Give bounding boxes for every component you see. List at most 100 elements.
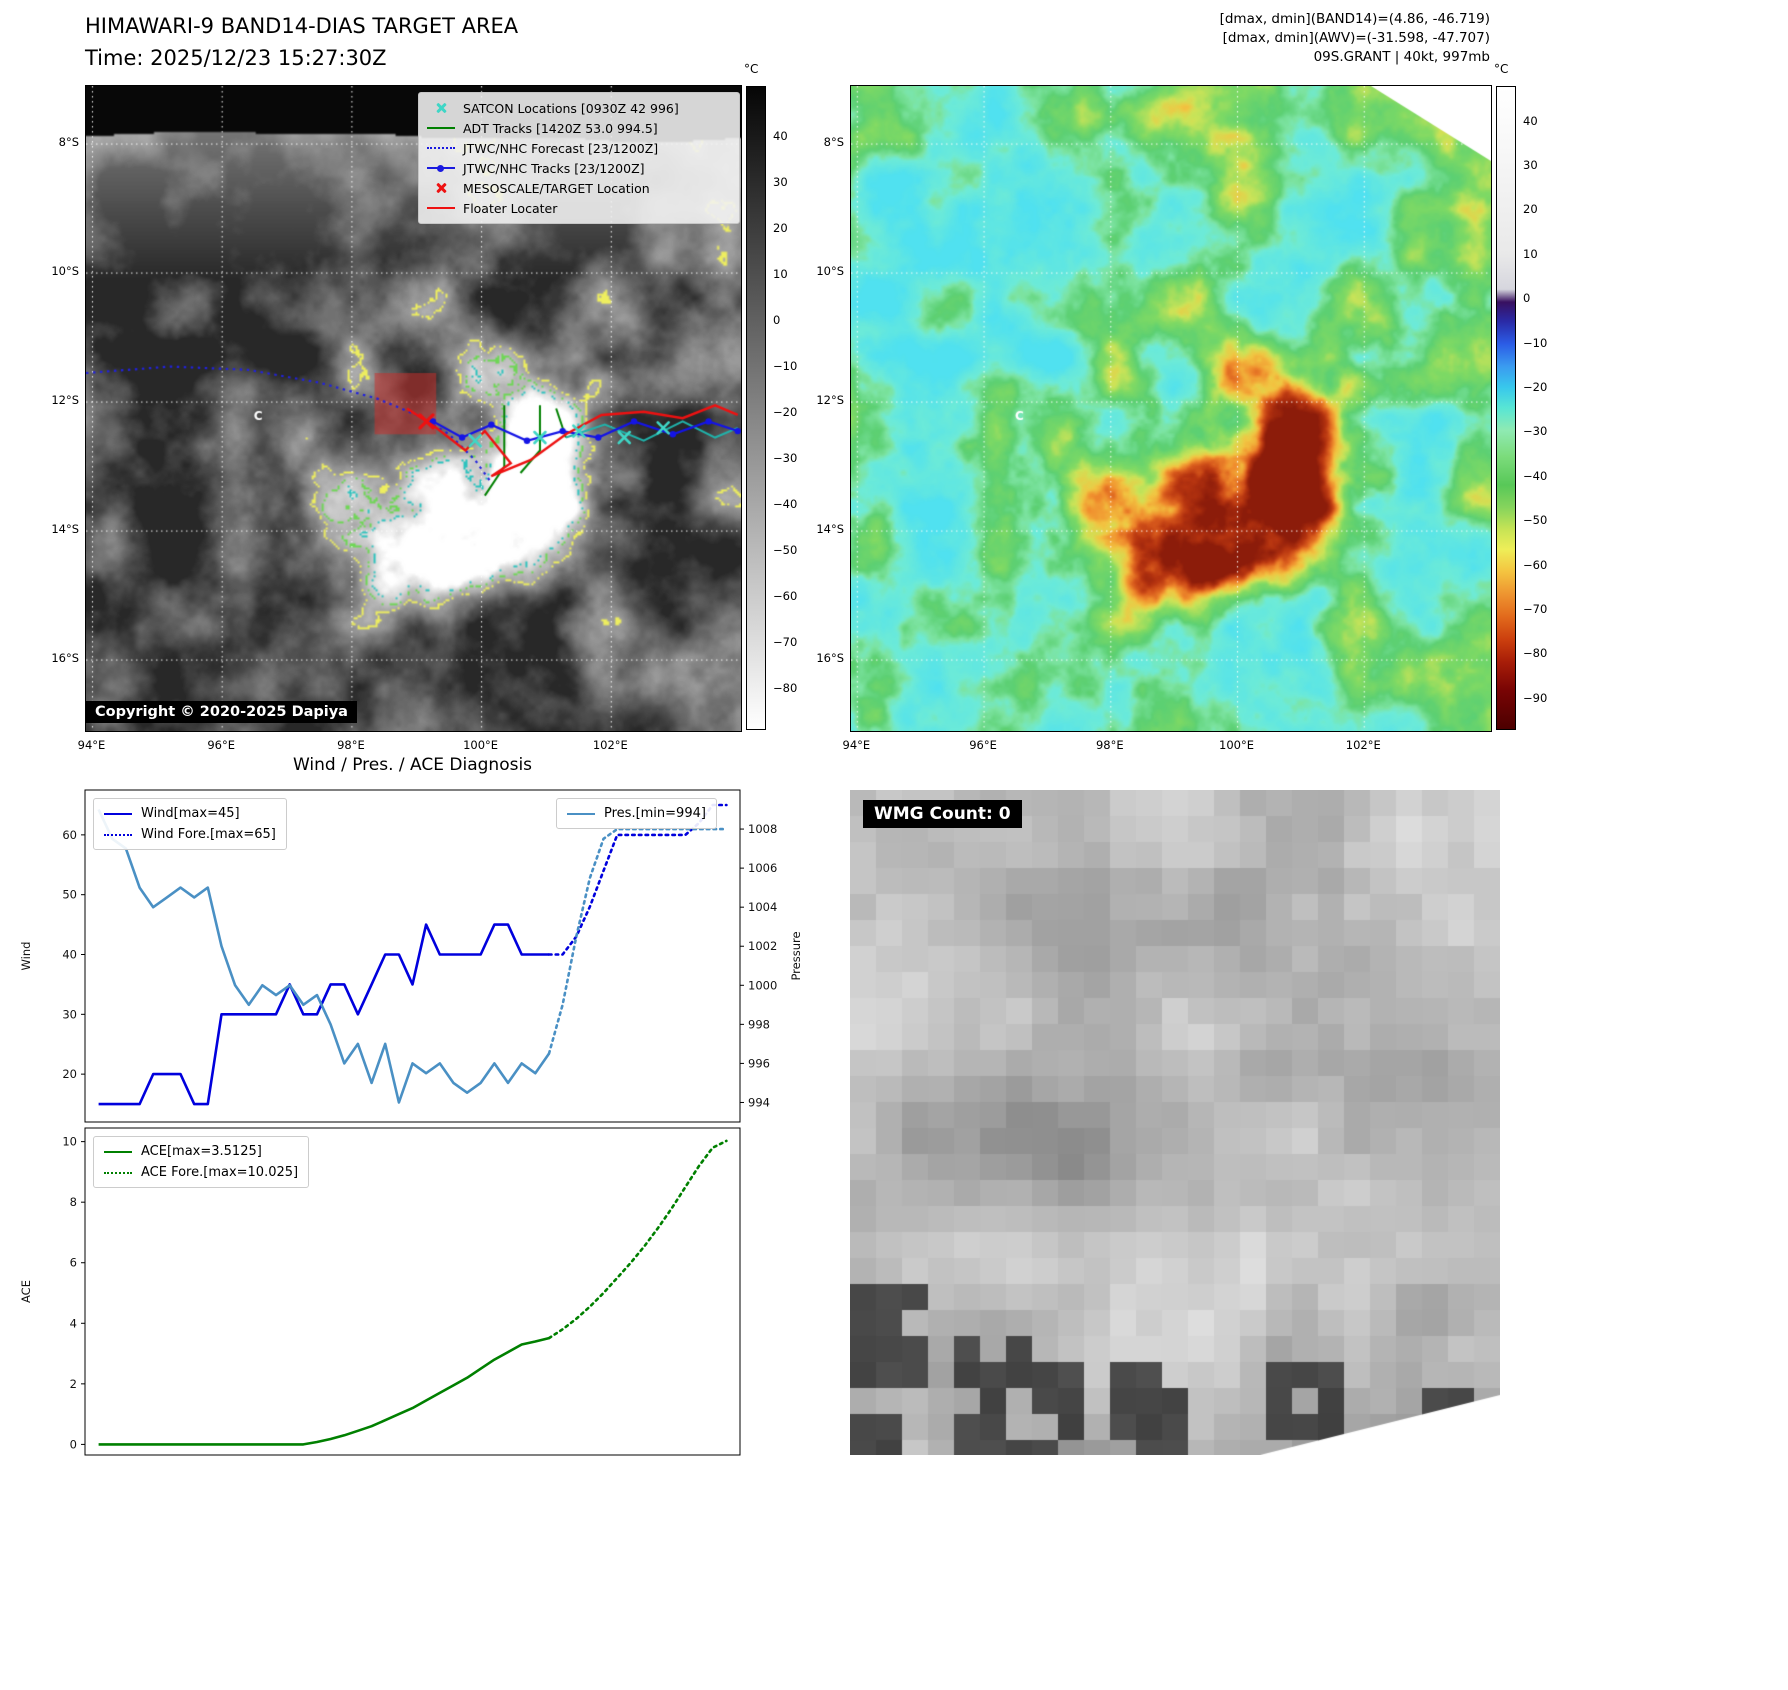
colorbar-tick-label: −70 [1523,602,1548,617]
colorbar-tick-label: 10 [773,266,788,281]
pressure-legend: Pres.[min=994] [556,798,717,829]
band14-colorbar-ticks: 40 30 20 10 0 −10 −20 −30 −40 −50 −60 −70 −80 [773,0,819,1690]
colorbar-tick-label: 20 [773,220,788,235]
colorbar-tick-label: 0 [1523,291,1531,306]
chart-legend-label: Pres.[min=994] [604,806,706,821]
legend-line-sample [104,1150,132,1153]
chart-legend-label: Wind[max=45] [141,806,240,821]
diagnosis-charts: 2030405060Wind99499699810001002100410061… [19,789,803,1456]
info-line-awv: [dmax, dmin](AWV)=(-31.598, -47.707) [1222,30,1490,46]
lon-tick-label: 94°E [842,738,871,752]
colorbar-tick-label: −10 [1523,335,1548,350]
lon-tick-label: 100°E [463,738,499,752]
diagnosis-title: Wind / Pres. / ACE Diagnosis [292,755,533,775]
band14-colorbar-unit: °C [744,62,759,76]
band14-subtitle: Time: 2025/12/23 15:27:30Z [85,46,387,70]
floater-line-icon [427,201,455,215]
jtwc-track-line-icon [427,161,455,175]
colorbar-tick-label: −50 [773,542,798,557]
svg-text:2: 2 [70,1377,77,1391]
info-line-storm: 09S.GRANT | 40kt, 997mb [1313,49,1490,65]
svg-text:20: 20 [62,1067,77,1081]
chart-legend-label: ACE[max=3.5125] [141,1144,262,1159]
svg-text:8: 8 [70,1195,77,1209]
chart-legend-item: Wind Fore.[max=65] [104,824,276,845]
chart-legend-item: ACE[max=3.5125] [104,1141,298,1162]
svg-text:1008: 1008 [748,822,777,836]
info-line-band14: [dmax, dmin](BAND14)=(4.86, -46.719) [1219,11,1490,27]
band14-map-legend: SATCON Locations [0930Z 42 996] ADT Track… [418,92,740,224]
svg-text:1006: 1006 [748,861,777,875]
map-legend-label: JTWC/NHC Forecast [23/1200Z] [463,140,659,156]
colorbar-tick-label: −20 [773,404,798,419]
lat-tick-label: 10°S [51,264,79,279]
wmg-count-label: WMG Count: 0 [863,800,1022,828]
colorbar-tick-label: 10 [1523,246,1538,261]
colorbar-tick-label: −70 [773,634,798,649]
lat-tick-label: 8°S [58,135,79,150]
map-legend-item: SATCON Locations [0930Z 42 996] [427,98,731,118]
adt-line-icon [427,121,455,135]
lat-tick-label: 16°S [51,651,79,666]
chart-legend-item: Pres.[min=994] [567,803,706,824]
lon-tick-label: 96°E [969,738,997,752]
lon-tick-label: 102°E [592,738,628,752]
satcon-x-icon [427,101,455,115]
lon-tick-label: 102°E [1345,738,1381,752]
colorbar-tick-label: −40 [1523,468,1548,483]
svg-text:ACE: ACE [19,1280,33,1303]
svg-text:994: 994 [748,1095,770,1109]
map-legend-label: Floater Locater [463,200,558,216]
map-legend-item: MESOSCALE/TARGET Location [427,178,731,198]
jtwc-forecast-dotted-icon [427,141,455,155]
map-legend-label: SATCON Locations [0930Z 42 996] [463,100,679,116]
svg-text:50: 50 [62,888,77,902]
colorbar-tick-label: −20 [1523,380,1548,394]
svg-text:40: 40 [62,948,77,962]
colorbar-tick-label: 30 [1523,157,1538,172]
lat-tick-label: 12°S [816,393,844,408]
colorbar-tick-label: 30 [773,174,788,189]
colorbar-tick-label: −50 [1523,513,1548,528]
colorbar-tick-label: 20 [1523,202,1538,217]
band14-title: HIMAWARI-9 BAND14-DIAS TARGET AREA [85,14,519,38]
svg-text:0: 0 [70,1437,77,1451]
lat-tick-label: 12°S [51,393,79,408]
awv-enhanced-map [850,85,1492,732]
svg-text:30: 30 [62,1007,77,1021]
colorbar-tick-label: −30 [1523,424,1548,439]
lat-tick-label: 14°S [816,522,844,537]
lon-tick-label: 94°E [77,738,106,752]
map-legend-item: JTWC/NHC Forecast [23/1200Z] [427,138,731,158]
chart-legend-item: Wind[max=45] [104,803,276,824]
lon-tick-label: 100°E [1219,738,1255,752]
colorbar-tick-label: −40 [773,496,798,511]
awv-colorbar-unit: °C [1494,62,1509,76]
wmg-image [850,790,1500,1455]
svg-text:60: 60 [62,828,77,842]
lat-tick-label: 10°S [816,264,844,279]
map-legend-item: JTWC/NHC Tracks [23/1200Z] [427,158,731,178]
wind-legend: Wind[max=45] Wind Fore.[max=65] [93,798,287,850]
legend-line-sample [104,1171,132,1174]
mesoscale-x-icon [427,181,455,195]
svg-text:4: 4 [70,1316,77,1330]
svg-text:6: 6 [70,1256,77,1270]
lat-tick-label: 14°S [51,522,79,537]
colorbar-tick-label: −60 [1523,557,1548,572]
colorbar-tick-label: −80 [773,680,798,695]
colorbar-tick-label: 0 [773,312,781,327]
lon-tick-label: 98°E [337,738,365,752]
legend-line-sample [104,812,132,815]
map-legend-label: JTWC/NHC Tracks [23/1200Z] [463,160,645,176]
colorbar-tick-label: −10 [773,358,798,373]
awv-colorbar [1496,86,1516,730]
lon-tick-label: 96°E [207,738,236,752]
map-legend-label: MESOSCALE/TARGET Location [463,180,650,196]
svg-text:1000: 1000 [748,978,777,992]
colorbar-tick-label: −60 [773,588,798,603]
svg-text:998: 998 [748,1017,770,1031]
awv-colorbar-ticks: 40 30 20 10 0 −10 −20 −30 −40 −50 −60 −70 −80 −90 [1523,0,1569,1690]
svg-text:Wind: Wind [19,942,33,971]
ace-legend: ACE[max=3.5125] ACE Fore.[max=10.025] [93,1136,310,1188]
